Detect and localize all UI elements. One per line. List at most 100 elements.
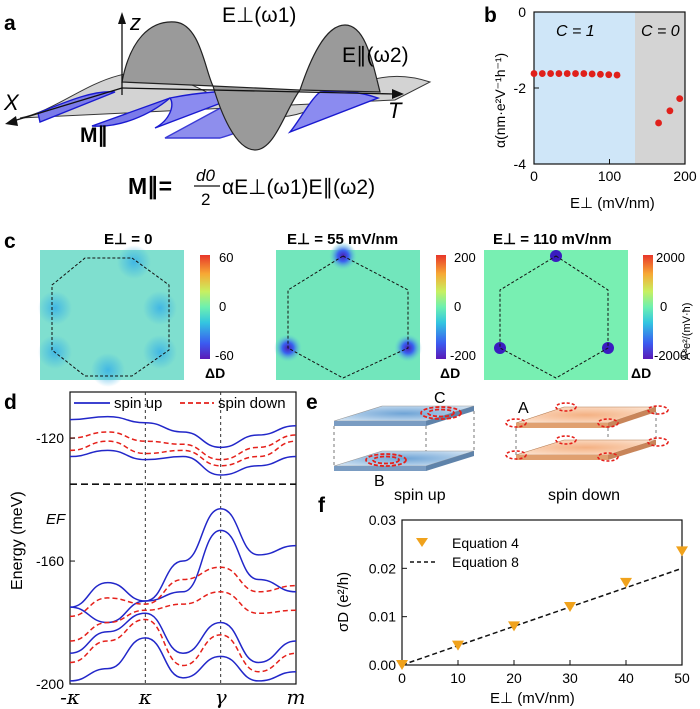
map1-title: E⊥ = 0 <box>104 231 153 248</box>
map3-vmax: 2000 <box>656 250 685 265</box>
b-point <box>597 70 604 78</box>
equation-denominator: 2 <box>201 190 210 209</box>
panel-label-b: b <box>484 4 497 27</box>
fermi-label: EF <box>46 511 66 528</box>
heatmap-1: E⊥ = 0 60 0 -60 ΔD <box>38 231 234 387</box>
b-xtick-label: 100 <box>598 168 622 184</box>
f-xtick-label: 20 <box>506 670 522 686</box>
equation-lhs: M∥= <box>128 173 172 200</box>
eq4-point <box>396 660 408 670</box>
d-ylabel: Energy (meV) <box>9 491 26 590</box>
b-point <box>547 70 555 77</box>
eq4-point <box>452 640 464 651</box>
b-ytick-label: -2 <box>514 80 527 96</box>
eq4-point <box>620 577 632 588</box>
f-legend: Equation 4 Equation 8 <box>410 535 519 570</box>
b-xtick-label: 0 <box>530 168 538 184</box>
d-grid <box>70 392 296 684</box>
d-xtick-label: κ <box>138 685 152 709</box>
legend-eq4: Equation 4 <box>452 535 519 551</box>
d-ticks: -120 -160 -200-κ κ γ m <box>36 430 306 709</box>
axis-z-label: z <box>129 10 141 35</box>
d-ytick-label: -160 <box>36 553 64 569</box>
b-point <box>666 107 674 115</box>
m-par-label: M∥ <box>80 124 108 147</box>
d-legend: spin up spin down <box>74 395 286 412</box>
map3-title: E⊥ = 110 mV/nm <box>493 231 612 248</box>
f-ytick-label: 0.03 <box>369 512 396 528</box>
heatmap-2: E⊥ = 55 mV/nm 200 0 -200 ΔD <box>274 231 476 381</box>
f-xtick-label: 40 <box>618 670 634 686</box>
panel-c: c E⊥ = 0 60 0 -60 ΔD E⊥ = 55 mV/nm <box>4 230 693 387</box>
b-ytick-label: -4 <box>514 156 527 172</box>
b-point <box>555 70 563 77</box>
b-point <box>676 95 684 103</box>
f-ylabel: σD (e²/h) <box>335 572 352 632</box>
b-point <box>530 70 538 77</box>
band-line <box>69 591 297 642</box>
equation: M∥= d0 2 αE⊥(ω1)E∥(ω2) <box>128 166 375 209</box>
spin-up-label: spin up <box>394 487 446 504</box>
plot-frame-d <box>69 391 297 685</box>
eq4-point <box>676 546 688 557</box>
equation-rhs: αE⊥(ω1)E∥(ω2) <box>222 176 375 199</box>
region-label-c1: C = 1 <box>556 23 595 40</box>
eq4-point <box>564 602 576 612</box>
d-ytick-label: -200 <box>36 676 64 692</box>
b-xlabel: E⊥ (mV/nm) <box>570 195 655 212</box>
panel-b: b C = 1 C = 0 0-2-40 100 200 α(nm·e²V⁻¹h⁻¹… <box>484 4 697 212</box>
map3-cbar-label: ΔD <box>631 365 651 381</box>
equation-numerator: d0 <box>196 166 215 185</box>
map1-vmid: 0 <box>219 299 226 314</box>
map2-cbar-label: ΔD <box>440 365 460 381</box>
panel-label-a: a <box>4 12 16 35</box>
b-ticks: 0-2-40 100 200 <box>514 4 697 184</box>
panel-label-d: d <box>4 391 17 414</box>
f-ytick-label: 0.01 <box>369 609 396 625</box>
b-point <box>572 70 579 77</box>
b-point <box>655 119 662 127</box>
map2-vmax: 200 <box>454 250 476 265</box>
axis-t-label: T <box>388 98 403 123</box>
f-xtick-label: 50 <box>674 670 690 686</box>
d-xtick-label: -κ <box>60 685 80 709</box>
heatmap-unit-label: Å³e²/(mV·ħ) <box>680 303 693 360</box>
panel-d: d -120 -160 -200-κ κ γ m spin up spin down EF… <box>4 391 305 709</box>
b-point <box>580 70 588 77</box>
map3-vmin: -2000 <box>654 348 687 363</box>
b-point <box>605 71 613 79</box>
e-perp-wave-2 <box>212 85 302 151</box>
f-series <box>396 546 688 670</box>
b-point <box>613 71 621 79</box>
spin-down-label: spin down <box>548 487 620 504</box>
d-ytick-label: -120 <box>36 430 64 446</box>
panel-label-e: e <box>306 391 318 414</box>
region-c1 <box>534 12 635 164</box>
band-line <box>69 612 297 664</box>
panel-label-c: c <box>4 230 16 253</box>
valley-b: B <box>374 473 385 490</box>
b-points <box>530 70 684 127</box>
eq4-point <box>508 621 520 632</box>
f-xtick-label: 30 <box>562 670 578 686</box>
map2-title: E⊥ = 55 mV/nm <box>287 231 398 248</box>
b-point <box>538 70 546 77</box>
b-point <box>563 70 571 77</box>
panel-label-f: f <box>318 494 326 517</box>
e-par-label: E∥(ω2) <box>342 44 409 67</box>
band-line <box>69 529 297 624</box>
panel-f: f 0.00 0.01 0.02 0.03 0 10 20 30 40 50 Equation 4… <box>318 494 690 707</box>
eq8-line <box>401 567 683 666</box>
map1-vmin: -60 <box>215 348 234 363</box>
region-label-c0: C = 0 <box>641 23 680 40</box>
map2-vmid: 0 <box>454 299 461 314</box>
e-perp-label: E⊥(ω1) <box>222 4 296 27</box>
legend-spin-up: spin up <box>114 395 162 412</box>
panel-a: a z X T E⊥(ω1) E∥(ω2) M∥ M∥= d0 2 αE⊥(ω1… <box>3 4 432 209</box>
m-parallel-wave <box>37 91 171 127</box>
region-c0 <box>635 12 685 164</box>
plot-frame-f <box>401 519 683 666</box>
panel-e: e C B spin up <box>306 390 669 504</box>
valley-a: A <box>518 400 529 417</box>
